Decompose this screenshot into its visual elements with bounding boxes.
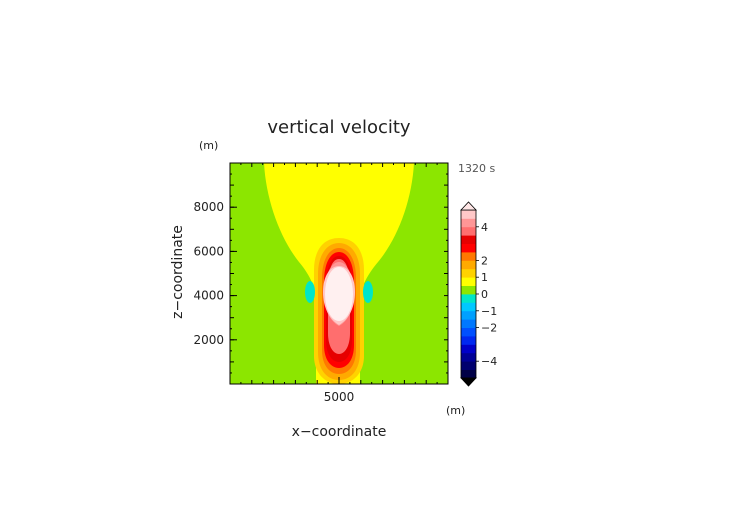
colorbar-tick-label: −2 [481, 322, 497, 335]
colorbar-tick-label: 4 [481, 221, 488, 234]
x-axis: 5000 [240, 163, 438, 404]
colorbar-segment [461, 369, 476, 379]
colorbar-segment [461, 344, 476, 354]
y-axis: 2000 4000 6000 8000 [193, 173, 448, 374]
colorbar-segment [461, 218, 476, 228]
chart-title: vertical velocity [267, 117, 411, 138]
y-tick-label: 6000 [193, 244, 224, 258]
colorbar-tick-label: 2 [481, 254, 488, 267]
y-axis-label: z−coordinate [170, 225, 186, 319]
x-tick-label: 5000 [324, 390, 355, 404]
colorbar: 4 2 1 0 −1 −2 −4 [460, 201, 497, 387]
colorbar-segment [461, 336, 476, 345]
x-unit-label: (m) [446, 404, 465, 417]
colorbar-top-extension [460, 201, 477, 211]
downdraft-right [363, 281, 373, 303]
colorbar-segment [461, 210, 476, 219]
colorbar-segment [461, 327, 476, 337]
colorbar-segment [461, 310, 476, 320]
colorbar-tick-label: 0 [481, 288, 488, 301]
colorbar-segment [461, 285, 476, 295]
y-tick-label: 4000 [193, 289, 224, 303]
y-unit-label: (m) [199, 139, 218, 152]
core-peak [325, 267, 353, 321]
colorbar-segment [461, 294, 476, 303]
x-axis-label: x−coordinate [292, 424, 387, 440]
colorbar-segment [461, 352, 476, 362]
y-tick-label: 8000 [193, 200, 224, 214]
y-tick-label: 2000 [193, 333, 224, 347]
colorbar-bottom-extension [460, 377, 477, 387]
colorbar-segment [461, 268, 476, 278]
colorbar-segment [461, 277, 476, 286]
colorbar-segment [461, 319, 476, 328]
colorbar-tick-label: −1 [481, 305, 497, 318]
colorbar-tick-label: 1 [481, 271, 488, 284]
colorbar-segment [461, 226, 476, 236]
colorbar-segment [461, 243, 476, 253]
colorbar-segment [461, 361, 476, 370]
time-label: 1320 s [458, 162, 495, 175]
colorbar-segment [461, 252, 476, 261]
velocity-field [230, 163, 448, 384]
colorbar-segment [461, 235, 476, 244]
colorbar-tick-label: −4 [481, 355, 497, 368]
downdraft-left [305, 281, 315, 303]
colorbar-segment [461, 302, 476, 312]
colorbar-segment [461, 260, 476, 270]
